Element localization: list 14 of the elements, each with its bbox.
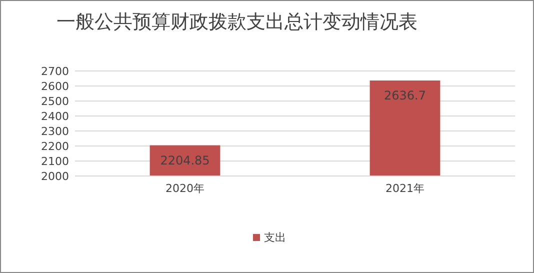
x-tick-label: 2020年 bbox=[166, 182, 204, 195]
y-tick-label: 2300 bbox=[41, 125, 69, 138]
y-tick-label: 2500 bbox=[41, 95, 69, 108]
y-tick-label: 2400 bbox=[41, 110, 69, 123]
data-label: 2636.7 bbox=[384, 88, 426, 102]
y-tick-label: 2100 bbox=[41, 155, 69, 168]
legend-label: 支出 bbox=[264, 231, 286, 244]
chart-title: 一般公共预算财政拨款支出总计变动情况表 bbox=[56, 11, 418, 33]
data-label: 2204.85 bbox=[160, 153, 210, 168]
y-tick-label: 2200 bbox=[41, 140, 69, 153]
y-tick-label: 2600 bbox=[41, 80, 69, 93]
x-tick-label: 2021年 bbox=[386, 182, 424, 195]
y-tick-label: 2000 bbox=[41, 170, 69, 183]
y-tick-label: 2700 bbox=[41, 65, 69, 78]
